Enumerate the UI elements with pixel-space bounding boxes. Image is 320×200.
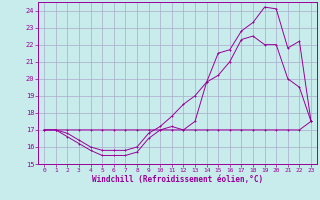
X-axis label: Windchill (Refroidissement éolien,°C): Windchill (Refroidissement éolien,°C): [92, 175, 263, 184]
